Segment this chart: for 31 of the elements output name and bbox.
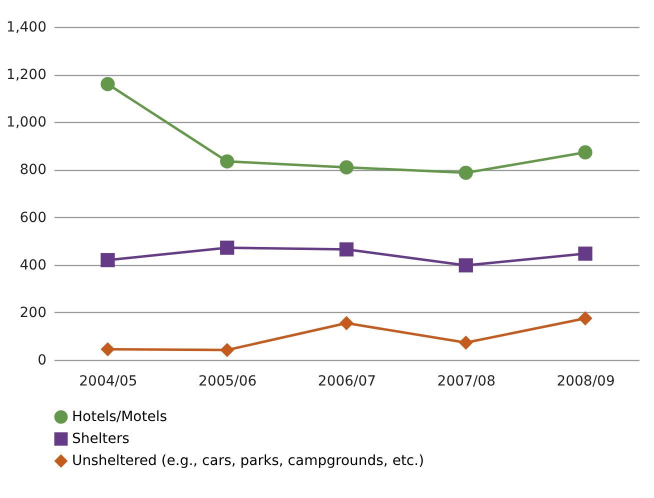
- point: [578, 311, 592, 326]
- point: [100, 342, 115, 356]
- y-tick-label: 1,000: [6, 114, 46, 131]
- point: [578, 246, 592, 261]
- point: [339, 242, 354, 256]
- x-tick-label: 2005/06: [198, 374, 257, 390]
- point: [578, 145, 592, 160]
- point: [220, 342, 234, 358]
- point: [339, 316, 354, 330]
- point: [100, 77, 115, 92]
- point: [458, 166, 473, 180]
- y-tick-label: 200: [20, 304, 46, 321]
- x-tick-label: 2007/08: [437, 374, 496, 390]
- point: [458, 258, 473, 272]
- legend-label: Hotels/Motels: [72, 409, 168, 425]
- legend-label: Shelters: [72, 431, 130, 447]
- y-tick-label: 1,400: [6, 20, 46, 36]
- point: [220, 154, 234, 168]
- point: [220, 240, 234, 255]
- y-tick-label: 1,200: [6, 67, 46, 84]
- legend-label: Unsheltered (e.g., cars, parks, campgrounds, etc.): [72, 453, 424, 469]
- point: [458, 336, 473, 350]
- point: [339, 160, 354, 174]
- y-tick-label: 0: [38, 352, 46, 368]
- y-tick-label: 400: [20, 257, 46, 274]
- x-tick-label: 2004/05: [79, 374, 138, 390]
- x-tick-label: 2008/09: [556, 374, 615, 390]
- y-tick-label: 800: [20, 162, 46, 178]
- point: [100, 253, 115, 268]
- y-tick-label: 600: [20, 210, 46, 226]
- x-tick-label: 2006/07: [318, 374, 376, 390]
